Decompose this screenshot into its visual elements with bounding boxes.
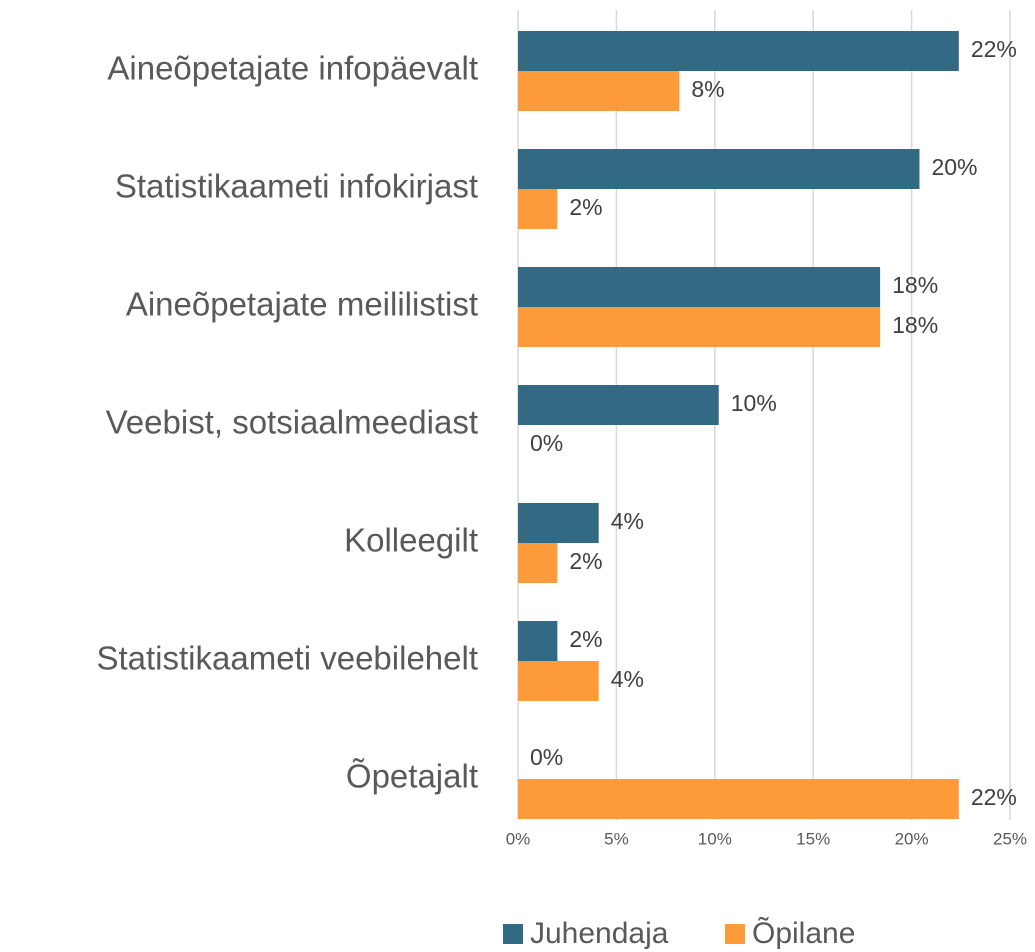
x-tick-label: 25% [993, 829, 1027, 848]
category-label: Õpetajalt [346, 758, 478, 795]
bar [518, 149, 920, 189]
data-label: 20% [931, 154, 977, 180]
data-label: 18% [892, 312, 938, 338]
data-label: 4% [611, 666, 644, 692]
legend-label: Õpilane [752, 916, 855, 950]
bar [518, 779, 959, 819]
data-label: 2% [569, 626, 602, 652]
category-label: Kolleegilt [344, 522, 478, 559]
legend-swatch [725, 924, 745, 944]
data-label: 18% [892, 272, 938, 298]
x-tick-label: 10% [698, 829, 732, 848]
bar [518, 189, 558, 229]
bar [518, 621, 558, 661]
data-label: 10% [731, 390, 777, 416]
x-tick-label: 5% [604, 829, 629, 848]
data-label: 22% [971, 36, 1017, 62]
data-label: 2% [569, 548, 602, 574]
bar [518, 31, 959, 71]
category-label: Aineõpetajate infopäevalt [107, 50, 478, 87]
category-label: Aineõpetajate meililistist [126, 286, 478, 323]
bar [518, 307, 881, 347]
data-label: 22% [971, 784, 1017, 810]
category-label: Veebist, sotsiaalmeediast [106, 404, 478, 441]
category-label: Statistikaameti infokirjast [115, 168, 478, 205]
data-label: 2% [569, 194, 602, 220]
bar [518, 543, 558, 583]
x-tick-label: 20% [895, 829, 929, 848]
data-label: 4% [611, 508, 644, 534]
legend-label: Juhendaja [530, 917, 669, 950]
data-label: 0% [530, 430, 563, 456]
bar [518, 267, 881, 307]
bar [518, 71, 680, 111]
bar [518, 385, 719, 425]
category-label: Statistikaameti veebilehelt [96, 640, 478, 677]
data-label: 8% [691, 76, 724, 102]
x-tick-label: 15% [796, 829, 830, 848]
bar [518, 503, 599, 543]
legend-swatch [503, 924, 523, 944]
bar [518, 661, 599, 701]
data-label: 0% [530, 744, 563, 770]
x-tick-label: 0% [506, 829, 531, 848]
